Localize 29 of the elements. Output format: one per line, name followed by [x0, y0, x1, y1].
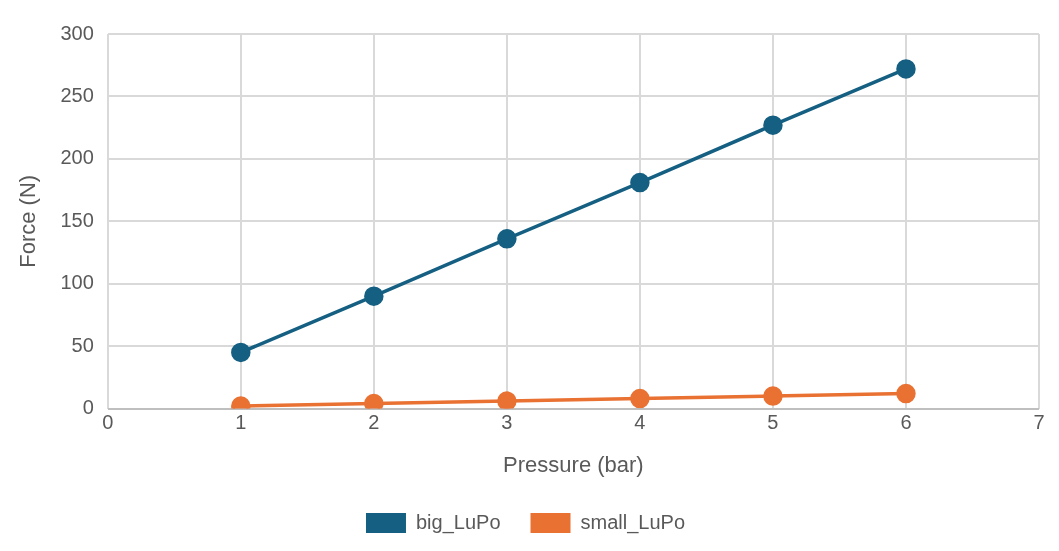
x-tick-label: 2 [368, 411, 380, 434]
x-tick-label: 3 [501, 411, 513, 434]
point [630, 172, 650, 193]
x-tick-label: 0 [102, 411, 114, 434]
x-tick-label: 6 [900, 411, 912, 434]
x-axis-title: Pressure (bar) [503, 451, 644, 477]
y-tick-label: 100 [60, 271, 94, 294]
point [231, 342, 251, 363]
y-tick-label: 200 [60, 146, 94, 169]
x-tick-label: 1 [235, 411, 247, 434]
point [763, 386, 783, 406]
y-tick-label: 50 [71, 333, 94, 356]
y-tick-label: 250 [60, 83, 94, 106]
y-tick-label: 0 [82, 396, 94, 419]
point [630, 388, 650, 409]
y-tick-label: 300 [60, 21, 94, 44]
x-tick-label: 4 [634, 411, 646, 434]
point [497, 391, 517, 409]
legend-label: small_LuPo [580, 510, 686, 534]
point [896, 59, 916, 79]
y-tick-label: 150 [60, 208, 94, 231]
legend-label: big_LuPo [415, 510, 501, 534]
x-tick-label: 5 [767, 411, 779, 434]
point [763, 115, 783, 135]
y-axis-title: Force (N) [15, 174, 41, 268]
point [896, 383, 916, 404]
point [364, 286, 384, 306]
point [497, 229, 517, 249]
x-tick-label: 7 [1033, 411, 1045, 434]
